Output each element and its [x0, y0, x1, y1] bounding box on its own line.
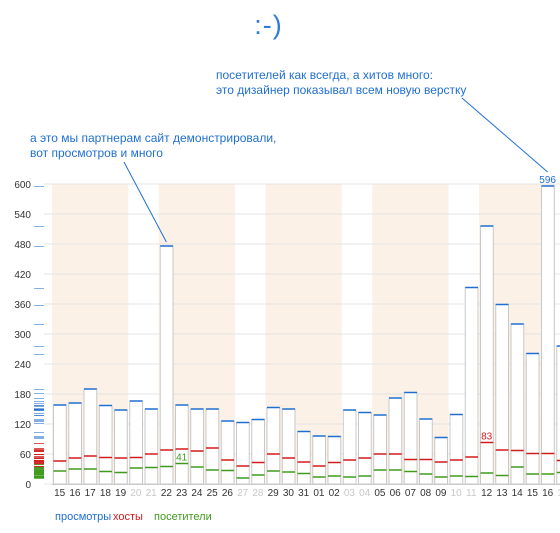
- x-tick-label: 25: [207, 488, 219, 499]
- x-tick-label: 12: [481, 488, 493, 499]
- x-tick-label: 02: [329, 488, 341, 499]
- bar: [403, 392, 418, 485]
- bar: [541, 185, 555, 485]
- bar: [297, 431, 311, 485]
- y-tick-label: 480: [14, 240, 31, 251]
- x-tick-label: 09: [435, 488, 447, 499]
- x-tick-label: 08: [420, 488, 432, 499]
- bar: [556, 345, 560, 485]
- annotation-hits: посетителей как всегда, а хитов много: э…: [216, 68, 466, 98]
- y-tick-label: 540: [14, 210, 31, 221]
- bar: [159, 245, 174, 485]
- x-tick-label: 16: [69, 488, 81, 499]
- annotation-hits-line-2: это дизайнер показывал всем новую верстк…: [216, 83, 467, 97]
- bar: [220, 420, 235, 485]
- y-tick-label: 240: [14, 360, 31, 371]
- bar: [342, 409, 357, 485]
- x-tick-label: 24: [191, 488, 203, 499]
- annotation-pointer-partners: [123, 161, 167, 243]
- bar: [266, 407, 281, 485]
- bar: [236, 422, 250, 485]
- bar: [495, 304, 509, 485]
- bar: [175, 404, 189, 485]
- x-tick-label: 05: [374, 488, 386, 499]
- x-tick-label: 10: [451, 488, 463, 499]
- annotation-partners-line-1: а это мы партнерам сайт демонстрировали,: [30, 131, 277, 145]
- bar: [190, 408, 204, 485]
- x-tick-label: 22: [161, 488, 173, 499]
- bar: [464, 287, 479, 485]
- y-tick-label: 180: [14, 390, 31, 401]
- y-tick-label: 300: [14, 330, 31, 341]
- y-tick-label: 600: [14, 180, 31, 191]
- bar: [480, 225, 494, 485]
- x-tick-label: 13: [496, 488, 508, 499]
- x-tick-label: 31: [298, 488, 310, 499]
- annotation-pointer-hits: [461, 97, 548, 173]
- bar: [68, 402, 82, 485]
- y-tick-label: 0: [25, 480, 31, 491]
- annotation-partners-line-2: вот просмотров и много: [30, 146, 163, 160]
- x-tick-label: 26: [222, 488, 234, 499]
- x-tick-label: 15: [527, 488, 539, 499]
- x-tick-label: 18: [100, 488, 112, 499]
- x-tick-label: 06: [390, 488, 402, 499]
- bar: [373, 414, 387, 485]
- legend-hosts: хосты: [113, 511, 143, 523]
- annotation-hits-line-1: посетителей как всегда, а хитов много:: [216, 68, 433, 82]
- y-tick-label: 360: [14, 300, 31, 311]
- y-tick-label: 60: [20, 450, 32, 461]
- bar: [358, 412, 372, 485]
- x-tick-label: 17: [85, 488, 97, 499]
- bar: [129, 400, 143, 485]
- legend-views: просмотры: [55, 511, 112, 523]
- x-tick-label: 15: [54, 488, 66, 499]
- x-tick-label: 11: [466, 488, 477, 499]
- x-tick-label: 04: [359, 488, 371, 499]
- x-tick-label: 16: [542, 488, 554, 499]
- data-label: 596: [539, 175, 556, 186]
- bar: [449, 414, 464, 485]
- x-tick-label: 20: [130, 488, 142, 499]
- x-tick-label: 27: [237, 488, 249, 499]
- x-tick-label: 07: [405, 488, 417, 499]
- bar: [525, 353, 540, 485]
- x-tick-label: 01: [313, 488, 325, 499]
- x-tick-label: 19: [115, 488, 127, 499]
- x-tick-label: 17: [557, 488, 560, 499]
- bar: [388, 397, 403, 485]
- bar: [327, 436, 342, 485]
- bar: [205, 408, 220, 485]
- legend-visitors: посетители: [154, 511, 212, 523]
- x-tick-label: 30: [283, 488, 295, 499]
- data-label: 83: [481, 432, 493, 443]
- bar: [510, 323, 525, 485]
- x-tick-label: 23: [176, 488, 188, 499]
- x-tick-label: 29: [268, 488, 280, 499]
- x-tick-label: 14: [512, 488, 524, 499]
- bar: [53, 404, 67, 485]
- data-label: 41: [176, 453, 188, 464]
- y-tick-label: 120: [14, 420, 31, 431]
- title: :-): [254, 10, 283, 40]
- bar: [144, 408, 159, 485]
- x-tick-label: 28: [252, 488, 264, 499]
- annotation-partners: а это мы партнерам сайт демонстрировали,…: [30, 131, 276, 161]
- x-tick-label: 03: [344, 488, 356, 499]
- x-tick-label: 21: [146, 488, 158, 499]
- y-tick-label: 420: [14, 270, 31, 281]
